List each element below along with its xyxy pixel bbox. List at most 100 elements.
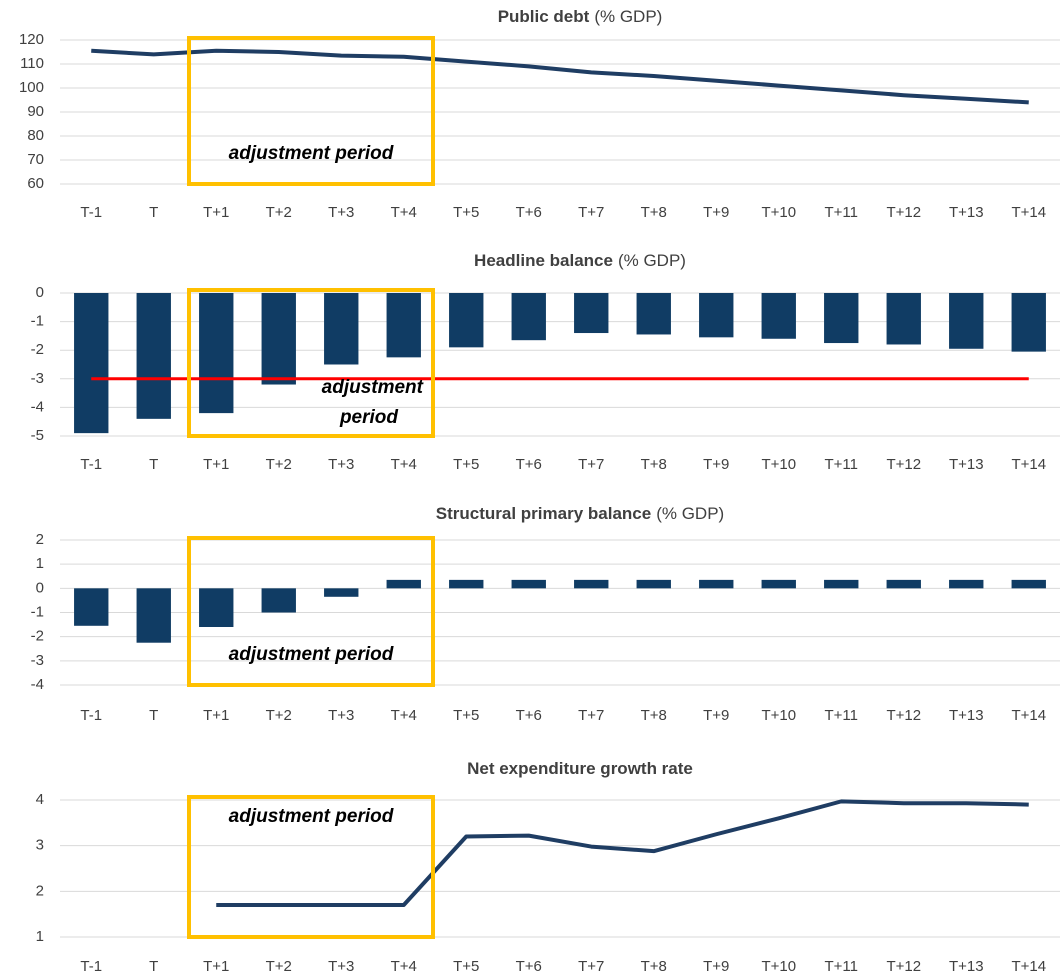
y-tick-label: 3 [36,837,44,854]
x-tick-label: T+5 [453,958,479,975]
x-tick-label: T-1 [80,958,102,975]
x-tick-label: T+14 [1011,707,1046,724]
x-tick-label: T [149,204,158,221]
x-tick-label: T+7 [578,204,604,221]
x-tick-label: T+9 [703,204,729,221]
bar [886,579,921,589]
bar [886,293,921,345]
x-tick-label: T+7 [578,707,604,724]
y-tick-label: 100 [19,79,44,96]
chart-title: Structural primary balance (% GDP) [436,504,724,523]
x-tick-label: T+14 [1011,958,1046,975]
y-tick-label: -5 [31,427,44,444]
x-tick-label: T+1 [203,456,229,473]
bar [511,579,546,589]
y-tick-label: -2 [31,628,44,645]
adjustment-box [187,536,435,687]
y-tick-label: 80 [27,127,44,144]
bar [386,579,421,589]
x-tick-label: T+8 [641,456,667,473]
y-tick-label: -2 [31,341,44,358]
x-tick-label: T [149,958,158,975]
x-tick-label: T+12 [886,707,921,724]
x-tick-label: T+3 [328,456,354,473]
bar [261,588,296,613]
y-tick-label: 2 [36,531,44,548]
x-tick-label: T+13 [949,958,984,975]
x-tick-label: T+6 [516,456,542,473]
x-tick-label: T+5 [453,456,479,473]
bar [699,293,734,338]
x-tick-label: T+10 [761,204,796,221]
y-tick-label: 2 [36,882,44,899]
bar [324,293,359,365]
x-tick-label: T+9 [703,456,729,473]
x-tick-label: T+4 [391,707,417,724]
y-tick-label: 0 [36,284,44,301]
x-tick-label: T+4 [391,456,417,473]
y-tick-label: 60 [27,175,44,192]
title-main: Net expenditure growth rate [467,759,693,778]
adjustment-label: adjustment period [229,143,394,164]
x-tick-label: T+10 [761,707,796,724]
bar [199,293,234,414]
x-tick-label: T+4 [391,958,417,975]
x-tick-label: T+3 [328,707,354,724]
x-tick-label: T+8 [641,204,667,221]
y-tick-label: 1 [36,928,44,945]
bar [261,293,296,385]
adjustment-box [187,288,435,438]
bar [824,579,859,589]
title-main: Structural primary balance [436,504,651,523]
x-tick-label: T+13 [949,707,984,724]
adjustment-label-line: adjustment [322,377,424,398]
title-unit: (% GDP) [618,251,686,270]
y-tick-label: 1 [36,555,44,572]
x-tick-label: T-1 [80,204,102,221]
title-unit: (% GDP) [594,7,662,26]
x-tick-label: T+3 [328,958,354,975]
x-tick-label: T+12 [886,456,921,473]
y-tick-label: 120 [19,31,44,48]
bar [699,579,734,589]
bar [511,293,546,341]
chart-title: Public debt (% GDP) [498,7,663,26]
line [91,48,1029,105]
x-tick-label: T+6 [516,958,542,975]
y-tick-label: -1 [31,603,44,620]
y-tick-label: 4 [36,791,44,808]
title-main: Public debt [498,7,590,26]
bar [136,588,171,643]
x-tick-label: T+7 [578,456,604,473]
y-tick-label: 0 [36,579,44,596]
x-tick-label: T+1 [203,707,229,724]
x-tick-label: T+2 [266,958,292,975]
y-tick-label: 90 [27,103,44,120]
x-tick-label: T [149,456,158,473]
adjustment-label-line: period [339,407,398,428]
x-tick-label: T+13 [949,456,984,473]
line [216,799,1029,908]
x-tick-label: T+14 [1011,204,1046,221]
x-tick-label: T+5 [453,707,479,724]
x-tick-label: T+11 [825,958,859,975]
bar [449,293,484,348]
adjustment-box [187,36,435,186]
x-tick-label: T+11 [825,707,859,724]
x-tick-label: T+11 [825,204,859,221]
x-tick-label: T+1 [203,958,229,975]
x-tick-label: T+10 [761,456,796,473]
x-tick-label: T+14 [1011,456,1046,473]
x-tick-label: T+11 [825,456,859,473]
adjustment-label: adjustment period [322,377,424,428]
bar [324,588,359,597]
x-tick-label: T+3 [328,204,354,221]
x-tick-label: T+6 [516,204,542,221]
bar [949,579,984,589]
title-unit: (% GDP) [656,504,724,523]
y-tick-label: -4 [31,398,44,415]
x-tick-label: T-1 [80,707,102,724]
x-tick-label: T+12 [886,958,921,975]
bar [1011,293,1046,352]
